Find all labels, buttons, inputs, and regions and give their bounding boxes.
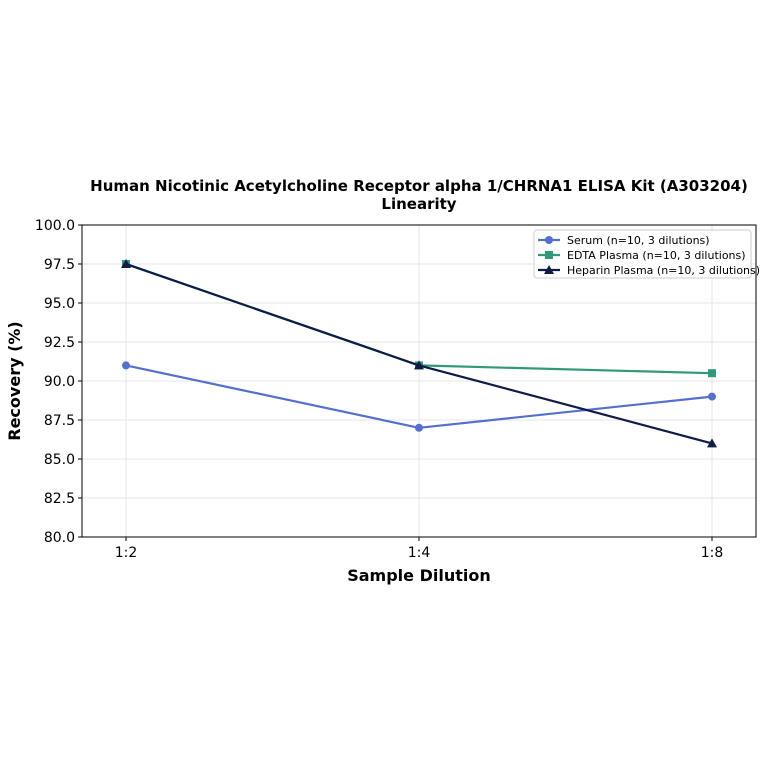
data-point-edta-plasma	[708, 369, 716, 378]
x-axis-label: Sample Dilution	[347, 566, 491, 585]
y-tick-label: 82.5	[44, 491, 75, 507]
y-tick-label: 100.0	[35, 218, 75, 234]
data-point-heparin-plasma	[121, 259, 131, 268]
series-layer	[121, 259, 717, 448]
y-axis-label: Recovery (%)	[5, 321, 24, 440]
y-tick-label: 95.0	[44, 296, 75, 312]
y-tick-label: 85.0	[44, 452, 75, 468]
legend-label-serum: Serum (n=10, 3 dilutions)	[567, 234, 710, 247]
y-tick-label: 87.5	[44, 413, 75, 429]
y-tick-label: 80.0	[44, 530, 75, 546]
x-axis-ticks: 1:2 1:4 1:8	[115, 537, 724, 561]
data-point-serum	[122, 361, 130, 370]
legend: Serum (n=10, 3 dilutions) EDTA Plasma (n=…	[533, 229, 760, 279]
data-point-heparin-plasma	[707, 438, 717, 448]
legend-label-edta-plasma: EDTA Plasma (n=10, 3 dilutions)	[567, 249, 746, 262]
x-tick-label: 1:4	[408, 545, 431, 561]
x-tick-label: 1:8	[701, 545, 724, 561]
legend-box	[533, 229, 752, 279]
data-point-serum	[708, 392, 716, 401]
legend-marker-edta-plasma	[545, 251, 553, 259]
legend-marker-heparin-plasma	[544, 265, 554, 274]
legend-marker-serum	[545, 236, 553, 244]
plot-frame	[81, 224, 757, 538]
data-point-serum	[415, 423, 423, 432]
series-heparin-plasma	[121, 259, 717, 448]
series-serum	[122, 361, 716, 432]
y-tick-label: 92.5	[44, 335, 75, 351]
y-tick-label: 90.0	[44, 374, 75, 390]
data-point-heparin-plasma	[414, 360, 424, 370]
chart-subtitle: Linearity	[381, 195, 456, 213]
x-tick-label: 1:2	[115, 545, 138, 561]
legend-label-heparin-plasma: Heparin Plasma (n=10, 3 dilutions)	[567, 264, 760, 277]
y-tick-label: 97.5	[44, 257, 75, 273]
y-axis-ticks: 80.0 82.5 85.0 87.5 90.0 92.5 95.0 97.5 100.0	[35, 218, 82, 546]
chart-title: Human Nicotinic Acetylcholine Receptor a…	[90, 177, 748, 195]
